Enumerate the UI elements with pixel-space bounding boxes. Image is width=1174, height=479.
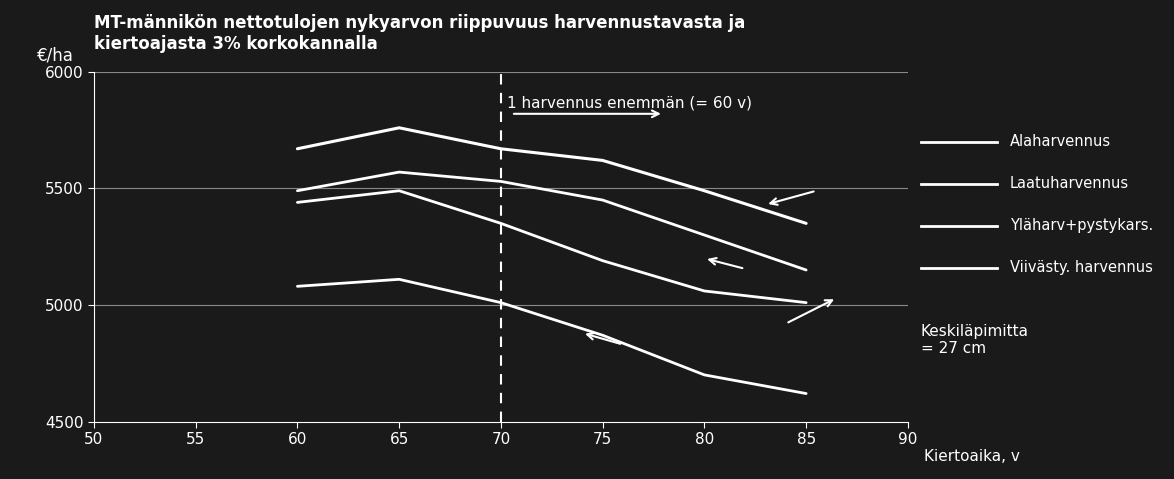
Text: 1 harvennus enemmän (= 60 v): 1 harvennus enemmän (= 60 v) xyxy=(507,95,753,110)
Text: Kiertoaika, v: Kiertoaika, v xyxy=(924,449,1020,465)
Text: Keskiläpimitta
= 27 cm: Keskiläpimitta = 27 cm xyxy=(920,324,1028,356)
Text: Laatuharvennus: Laatuharvennus xyxy=(1010,176,1128,191)
Text: MT-männikön nettotulojen nykyarvon riippuvuus harvennustavasta ja
kiertoajasta 3: MT-männikön nettotulojen nykyarvon riipp… xyxy=(94,14,745,53)
Text: €/ha: €/ha xyxy=(36,47,74,65)
Text: Yläharv+pystykars.: Yläharv+pystykars. xyxy=(1010,218,1153,233)
Text: Viivästy. harvennus: Viivästy. harvennus xyxy=(1010,260,1153,275)
Text: Alaharvennus: Alaharvennus xyxy=(1010,134,1111,149)
